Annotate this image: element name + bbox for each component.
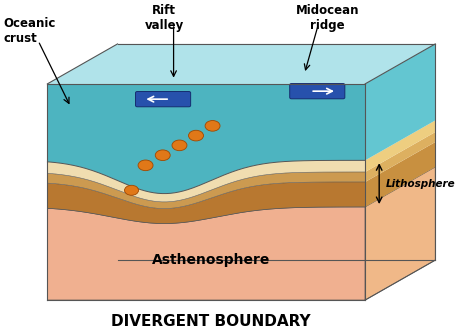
Polygon shape [47, 44, 435, 84]
Circle shape [172, 140, 187, 151]
FancyBboxPatch shape [290, 84, 345, 99]
Polygon shape [365, 132, 435, 182]
Polygon shape [365, 167, 435, 300]
Text: DIVERGENT BOUNDARY: DIVERGENT BOUNDARY [111, 314, 311, 329]
Text: Lithosphere: Lithosphere [386, 179, 456, 189]
Polygon shape [365, 121, 435, 172]
Text: Rift
valley: Rift valley [145, 4, 184, 32]
Polygon shape [47, 207, 365, 300]
Polygon shape [47, 160, 365, 202]
Text: Oceanic
crust: Oceanic crust [3, 17, 55, 45]
Polygon shape [47, 182, 365, 223]
Circle shape [138, 160, 153, 171]
Text: Midocean
ridge: Midocean ridge [296, 4, 360, 32]
FancyBboxPatch shape [136, 92, 191, 107]
Polygon shape [365, 44, 435, 160]
Circle shape [125, 185, 138, 195]
Circle shape [205, 121, 220, 131]
Circle shape [189, 130, 203, 141]
Polygon shape [365, 142, 435, 207]
Polygon shape [47, 172, 365, 208]
Polygon shape [47, 44, 435, 84]
Polygon shape [47, 84, 365, 194]
Circle shape [155, 150, 170, 161]
Text: Asthenosphere: Asthenosphere [152, 253, 270, 267]
